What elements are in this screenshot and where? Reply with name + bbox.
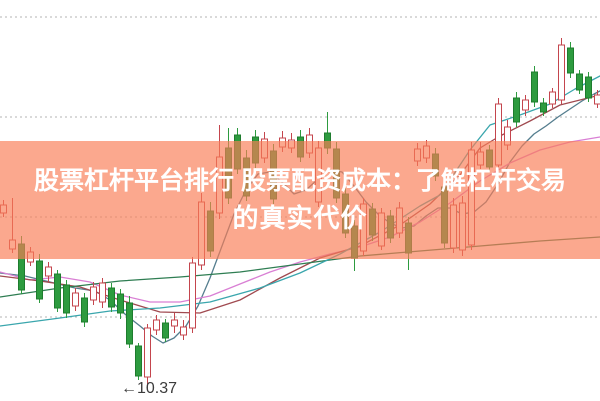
candle-down [576,73,583,91]
candle-up [180,326,187,336]
candle-up [153,319,160,331]
candle-down [585,76,592,99]
candle-up [90,286,97,301]
headline-line-2: 的真实代价 [232,203,368,233]
candle-down [117,293,124,314]
candle-down [162,322,169,339]
candle-up [99,282,106,303]
candle-down [54,273,61,309]
candle-down [567,47,574,74]
candle-down [36,260,43,300]
candle-down [108,287,115,308]
candle-down [513,97,520,123]
candle-up [558,44,565,101]
candle-down [540,102,547,113]
candle-down [81,297,88,323]
headline-banner: 股票杠杆平台排行 股票配资成本：了解杠杆交易 的真实代价 [0,141,600,259]
low-price-annotation: ←10.37 [121,380,177,397]
candle-up [171,319,178,327]
candle-up [144,327,151,378]
candle-up [522,99,529,111]
candle-up [594,94,600,105]
candle-down [63,284,70,314]
candle-down [135,345,142,377]
candle-up [45,266,52,277]
candle-up [189,262,196,329]
candle-up [72,292,79,307]
candle-up [549,91,556,105]
candle-down [126,302,133,345]
candle-down [531,71,538,103]
headline-line-1: 股票杠杆平台排行 股票配资成本：了解杠杆交易 [34,167,566,195]
